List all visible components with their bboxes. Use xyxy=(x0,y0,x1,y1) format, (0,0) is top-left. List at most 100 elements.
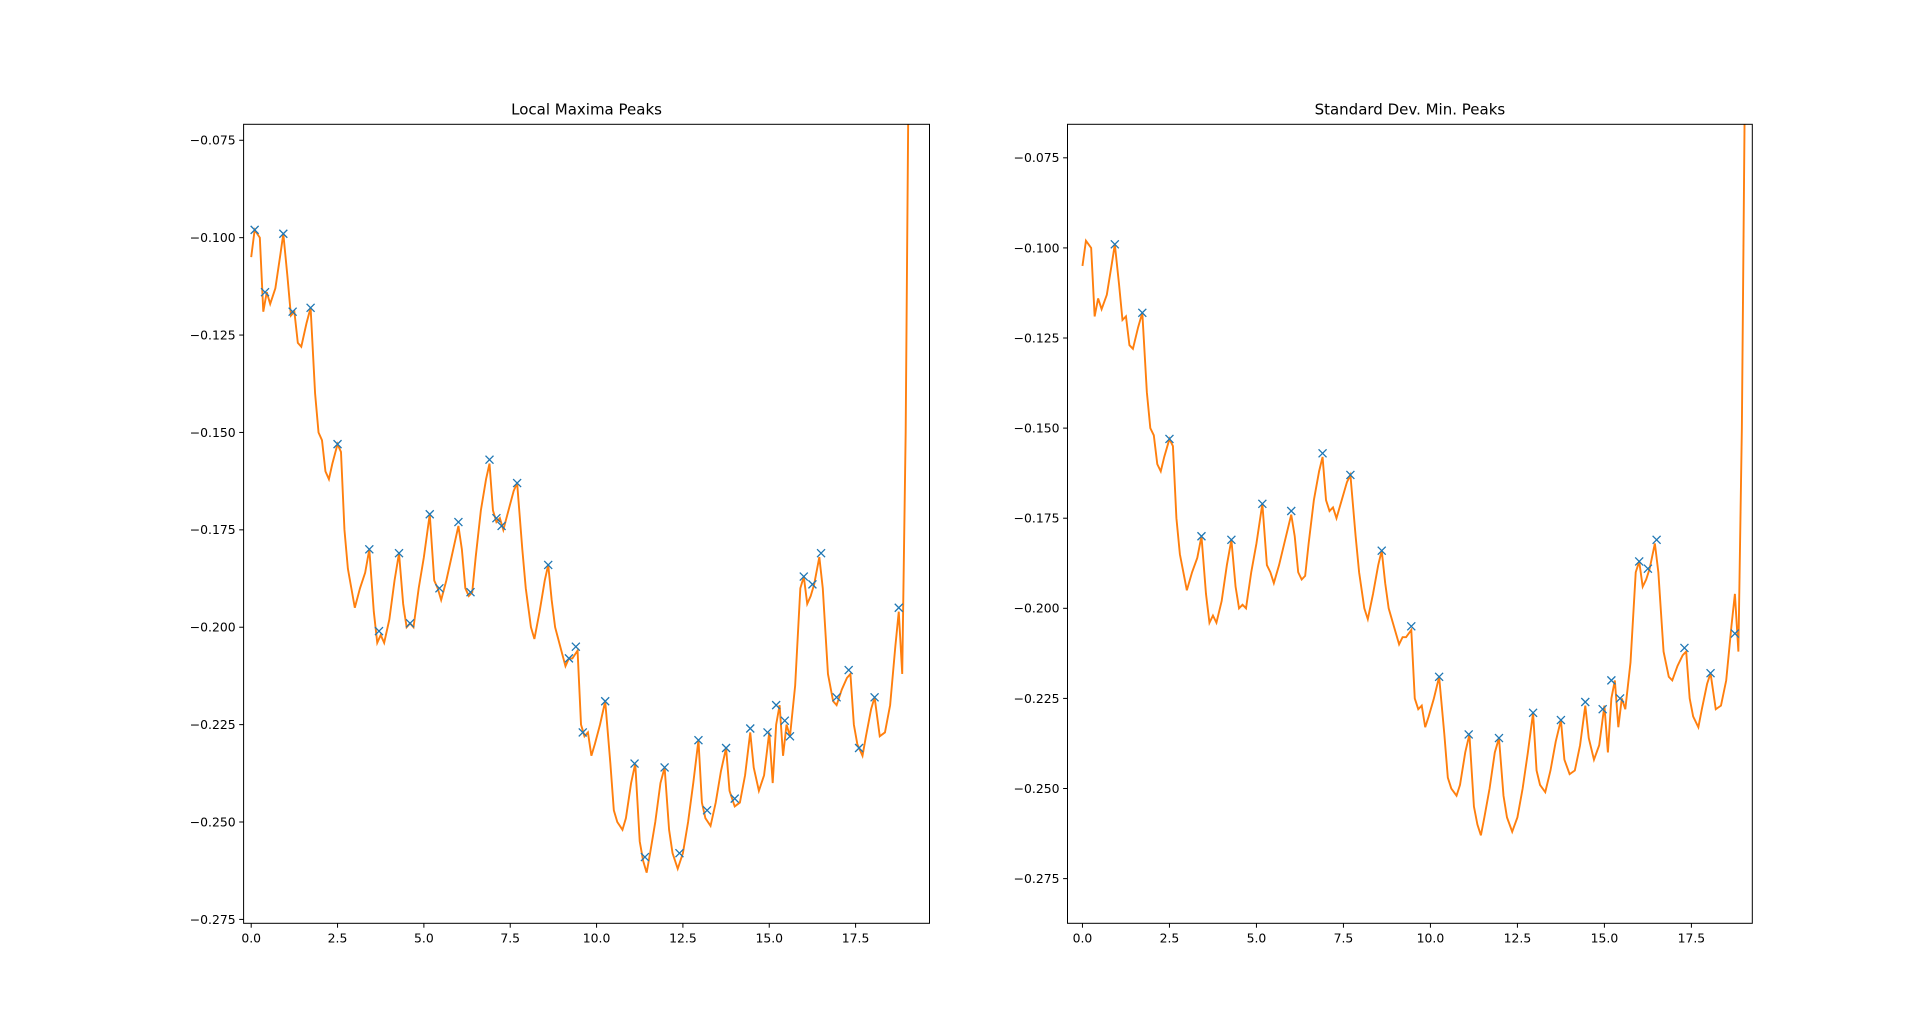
x-tick-label: 12.5 xyxy=(669,930,697,945)
peak-marker xyxy=(799,572,809,582)
peak-marker xyxy=(1137,308,1147,318)
peak-marker xyxy=(1464,729,1474,739)
peak-marker xyxy=(1556,715,1566,725)
peak-marker xyxy=(278,229,288,239)
x-tick-label: 10.0 xyxy=(583,930,611,945)
chart: Local Maxima Peaks −0.275 −0.250 −0.225 −0.2… xyxy=(190,100,931,945)
peak-marker xyxy=(1318,448,1328,458)
peak-marker xyxy=(453,517,463,527)
peak-marker xyxy=(1598,704,1608,714)
peak-marker xyxy=(1580,697,1590,707)
peak-marker xyxy=(1164,434,1174,444)
peak-marker xyxy=(640,852,650,862)
y-tick-label: −0.100 xyxy=(190,230,236,245)
peak-marker xyxy=(1345,470,1355,480)
peak-marker xyxy=(894,603,904,613)
peak-marker xyxy=(1706,668,1715,678)
peak-marker xyxy=(763,727,772,737)
peak-marker xyxy=(466,587,475,597)
data-line xyxy=(250,124,910,873)
peak-marker xyxy=(333,439,342,449)
peak-marker xyxy=(771,700,781,710)
x-tick-label: 10.0 xyxy=(1417,930,1445,945)
x-tick-label: 17.5 xyxy=(842,930,870,945)
peak-marker xyxy=(491,513,501,523)
x-tick-label: 15.0 xyxy=(1591,930,1619,945)
peak-marker xyxy=(693,735,703,745)
peak-marker xyxy=(745,724,755,733)
peak-marker xyxy=(434,583,444,593)
y-tick-label: −0.150 xyxy=(1014,421,1060,436)
peak-marker xyxy=(816,548,826,558)
peak-marker xyxy=(564,653,574,663)
peak-marker xyxy=(1643,564,1653,574)
x-tick-label: 0.0 xyxy=(1073,930,1093,945)
x-tick-label: 5.0 xyxy=(1247,930,1267,945)
peak-marker xyxy=(1606,675,1616,685)
peak-marker xyxy=(844,665,854,675)
peak-marker xyxy=(497,521,507,531)
chart-title: Local Maxima Peaks xyxy=(511,100,662,118)
x-tick-label: 12.5 xyxy=(1504,930,1532,945)
peak-marker xyxy=(1257,499,1267,509)
chart-title: Standard Dev. Min. Peaks xyxy=(1315,100,1506,118)
x-tick-label: 2.5 xyxy=(328,930,348,945)
peak-marker xyxy=(394,548,404,558)
peak-marker xyxy=(832,692,842,702)
peak-marker xyxy=(721,743,731,753)
peak-marker xyxy=(854,743,864,753)
peak-marker xyxy=(578,727,588,737)
peak-marker xyxy=(870,692,880,702)
peak-marker xyxy=(1528,708,1538,718)
y-tick-label: −0.225 xyxy=(1014,691,1060,706)
peak-marker xyxy=(730,794,740,804)
peak-marker xyxy=(660,763,670,772)
y-tick-label: −0.100 xyxy=(1014,240,1060,255)
peak-marker xyxy=(1406,621,1416,631)
peak-marker xyxy=(364,544,374,554)
peak-marker xyxy=(260,287,270,297)
peak-marker xyxy=(374,626,384,636)
peak-marker xyxy=(1679,643,1689,653)
peak-marker xyxy=(674,848,684,858)
y-tick-label: −0.125 xyxy=(1014,330,1060,345)
y-tick-label: −0.200 xyxy=(190,620,236,635)
y-tick-label: −0.225 xyxy=(190,717,236,732)
peak-marker xyxy=(702,805,712,815)
peak-marker xyxy=(1226,535,1236,545)
peak-marker xyxy=(288,307,298,317)
x-tick-label: 7.5 xyxy=(500,930,520,945)
peak-marker xyxy=(630,759,640,769)
x-tick-label: 5.0 xyxy=(414,930,434,945)
peak-marker xyxy=(1377,546,1387,556)
data-line xyxy=(1081,124,1746,836)
peak-marker xyxy=(543,560,553,570)
peak-marker xyxy=(1634,557,1644,566)
peak-marker xyxy=(485,455,494,465)
peak-marker xyxy=(1286,506,1296,516)
peak-marker xyxy=(1615,693,1625,703)
peak-marker xyxy=(1197,531,1206,541)
x-tick-label: 0.0 xyxy=(241,930,261,945)
plot-frame xyxy=(1067,123,1753,924)
x-tick-label: 2.5 xyxy=(1160,930,1180,945)
y-tick-label: −0.275 xyxy=(190,912,236,927)
y-tick-label: −0.075 xyxy=(1014,150,1060,165)
chart: Standard Dev. Min. Peaks −0.275 −0.250 −0.2… xyxy=(1014,100,1753,945)
peak-marker xyxy=(512,478,522,488)
peak-marker xyxy=(1494,733,1504,743)
x-tick-label: 17.5 xyxy=(1678,930,1706,945)
y-tick-label: −0.125 xyxy=(190,327,236,342)
peak-marker xyxy=(250,225,260,235)
peak-marker xyxy=(1730,629,1740,639)
x-tick-label: 7.5 xyxy=(1334,930,1354,945)
y-tick-label: −0.175 xyxy=(1014,511,1060,526)
y-tick-label: −0.275 xyxy=(1014,871,1060,886)
peak-marker xyxy=(1110,239,1120,249)
y-tick-label: −0.200 xyxy=(1014,601,1060,616)
y-tick-label: −0.250 xyxy=(1014,781,1060,796)
peak-marker xyxy=(1652,535,1662,545)
peak-marker xyxy=(571,642,581,652)
